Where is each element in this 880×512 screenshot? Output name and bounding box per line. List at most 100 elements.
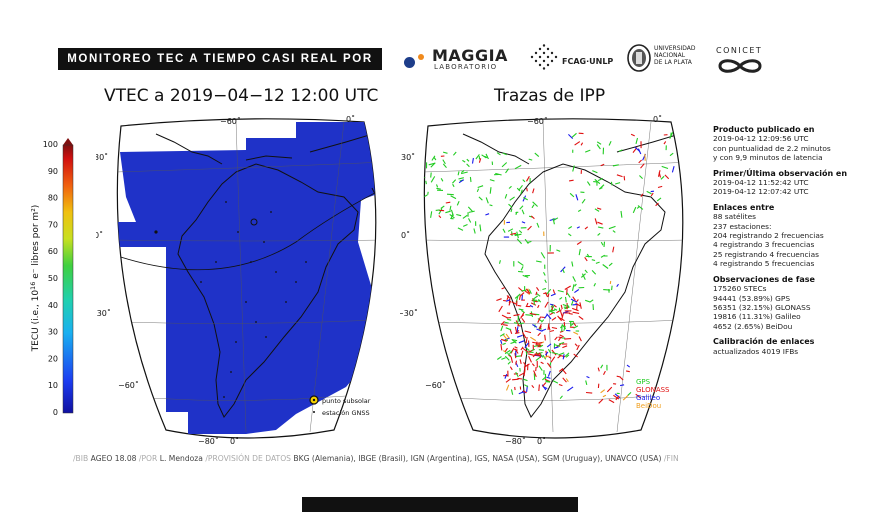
ipp-trace [548,356,552,359]
ipp-trace [489,179,495,182]
ipp-trace [502,152,508,156]
ipp-trace [500,325,504,332]
ipp-trace [585,380,588,386]
ipp-trace [508,354,512,358]
ipp-trace [574,289,580,294]
ipp-trace [501,287,505,290]
ipp-trace [537,316,542,323]
ipp-trace [570,299,574,306]
ipp-trace [449,205,452,211]
credits-part: AGEO 18.08 [88,454,139,463]
colorbar-tick-label: 40 [48,301,58,310]
ipp-traces [424,132,675,404]
ipp-trace [485,197,489,204]
conicet-infinity-icon [718,59,762,73]
ipp-trace [536,222,540,228]
ipp-trace [466,163,470,168]
ipp-trace [468,218,472,223]
ipp-trace [562,268,565,274]
ipp-trace [539,352,541,358]
ipp-trace [597,226,604,229]
ipp-trace [516,326,519,333]
ipp-trace [502,342,506,346]
vtec-subsolar-marker-icon [250,218,258,226]
ipp-trace [477,185,484,189]
info-line: 204 registrando 2 frecuencias [713,231,824,241]
info-line: con puntualidad de 2.2 minutos [713,143,831,153]
ipp-trace [507,318,512,321]
ipp-trace [510,356,514,363]
ipp-trace [539,344,544,348]
ipp-trace [508,203,513,208]
colorbar-tick-label: 10 [48,381,58,390]
ipp-trace [528,355,532,363]
conicet-logo-text: CONICET [716,46,763,55]
ipp-map: −60˚ 0˚ −80˚ 0˚ 30˚ 0˚ −30˚ −60˚ GPS GLO… [400,114,684,446]
ipp-trace [646,190,652,195]
ipp-trace [632,206,637,214]
ipp-trace [635,137,639,145]
ipp-trace [450,209,454,216]
ipp-trace [563,325,566,331]
ipp-trace [575,194,579,201]
ipp-trace [424,194,428,198]
ipp-trace [525,351,528,355]
ipp-trace [578,248,581,256]
ipp-trace [613,394,620,400]
ipp-trace [593,282,596,287]
ipp-trace [556,249,561,252]
ipp-trace [565,354,570,358]
ipp-trace [514,348,518,351]
ipp-trace [525,337,528,344]
vtec-map: −60˚ 0˚ −80˚ 0˚ 30˚ 0˚ −30˚ −60˚ punto s… [96,114,377,446]
ipp-trace [520,346,524,351]
ipp-trace [475,154,480,160]
ipp-trace [508,185,512,189]
ipp-trace [584,256,588,262]
ipp-trace [442,159,446,165]
ipp-trace [535,353,540,357]
ipp-trace [542,287,547,291]
ipp-trace [462,159,466,163]
ipp-trace [507,228,514,232]
ipp-trace [576,226,580,229]
ipp-trace [526,240,532,244]
ipp-trace [531,348,535,352]
ipp-trace [504,355,510,361]
info-section-links: Enlaces entre 88 satélites 237 estacione… [713,203,847,269]
ipp-trace [557,355,561,359]
ipp-trace [528,158,533,161]
ipp-trace [511,301,517,305]
ipp-trace [612,246,615,253]
ipp-trace [569,179,574,182]
ipp-trace [509,196,515,201]
ipp-trace [625,370,630,373]
ipp-trace [574,343,578,347]
ipp-trace [608,225,616,230]
ipp-trace [551,326,558,330]
ipp-trace [518,372,525,377]
ipp-trace [436,187,441,190]
ipp-trace [543,386,548,390]
info-line: 56351 (32.15%) GLONASS [713,302,811,312]
ipp-trace [572,276,576,282]
ipp-trace [559,310,563,318]
ipp-trace [535,260,542,263]
ipp-trace [594,218,598,225]
ipp-trace [562,345,568,349]
ipp-trace [565,378,569,383]
ipp-trace [598,398,604,404]
ipp-trace [430,176,436,183]
unlp-line: DE LA PLATA [654,59,692,66]
ipp-trace [532,188,535,194]
ipp-trace [585,299,590,303]
ipp-trace [559,395,563,399]
ipp-trace [597,177,604,182]
ipp-trace [452,183,455,188]
ipp-trace [547,370,551,377]
ipp-trace [549,303,554,306]
ipp-trace [638,159,642,164]
ipp-trace [591,259,596,262]
ipp-trace [536,344,542,346]
ipp-trace [510,232,517,236]
